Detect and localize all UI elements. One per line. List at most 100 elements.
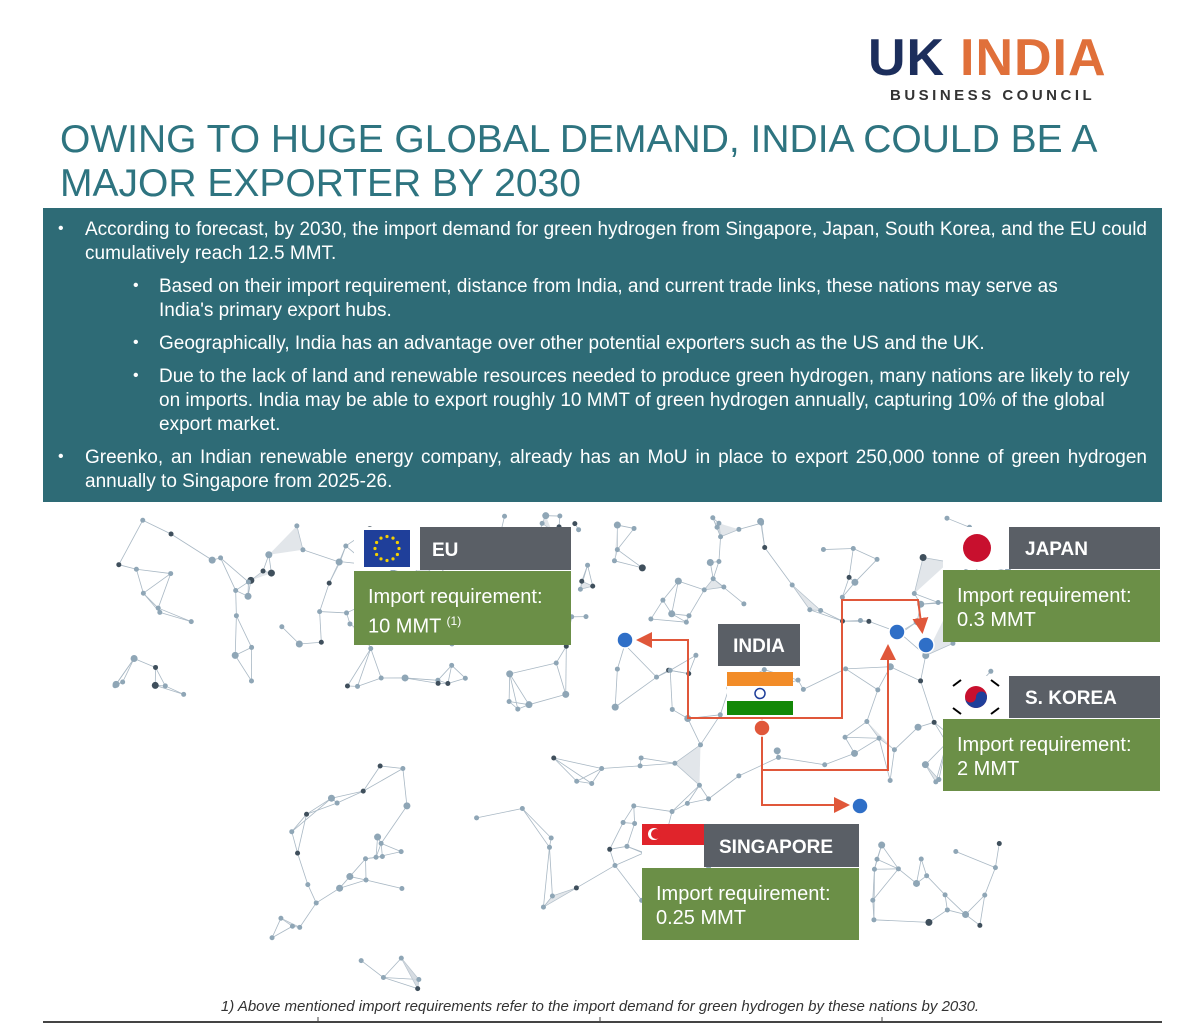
network-node: [289, 923, 295, 929]
network-link: [437, 665, 452, 681]
network-link: [380, 765, 403, 769]
network-node: [120, 679, 126, 685]
network-link: [143, 592, 159, 609]
network-node: [130, 654, 138, 662]
network-link: [339, 879, 367, 889]
network-node: [620, 820, 626, 826]
requirement-value: 0.3 MMT: [957, 609, 1036, 631]
network-link: [159, 611, 192, 622]
network-link: [920, 680, 935, 723]
network-node: [140, 590, 146, 596]
sub-bullet-text: Geographically, India has an advantage o…: [159, 333, 985, 354]
network-node: [611, 558, 617, 564]
network-face: [925, 764, 939, 782]
network-node: [327, 794, 335, 802]
network-link: [576, 780, 592, 784]
network-link: [543, 847, 550, 908]
network-link: [854, 559, 878, 583]
network-link: [640, 762, 675, 767]
bullet: •: [58, 448, 64, 465]
network-node: [684, 800, 690, 806]
network-node: [977, 922, 983, 928]
network-node: [942, 892, 948, 898]
star: [395, 540, 399, 545]
network-link: [235, 581, 249, 591]
network-node: [168, 531, 174, 537]
network-node: [585, 562, 591, 568]
network-node: [260, 568, 266, 574]
network-face: [543, 887, 577, 908]
network-node: [334, 800, 340, 806]
network-link: [347, 648, 372, 687]
network-link: [848, 548, 854, 578]
network-link: [339, 545, 347, 562]
network-node: [614, 547, 620, 553]
network-node: [380, 975, 386, 981]
network-node: [850, 546, 856, 552]
network-link: [476, 808, 523, 819]
network-link: [291, 797, 332, 833]
title: OWING TO HUGE GLOBAL DEMAND, INDIA COULD…: [60, 118, 1096, 205]
network-link: [157, 573, 172, 609]
network-link: [738, 757, 779, 777]
network-link: [297, 852, 309, 885]
network-node: [716, 520, 722, 526]
network-node: [168, 571, 174, 577]
network-node: [244, 592, 252, 600]
star: [375, 552, 379, 557]
network-node: [761, 667, 767, 673]
network-node: [851, 578, 859, 586]
network-node: [674, 577, 682, 585]
network-link: [920, 655, 927, 682]
network-link: [220, 557, 249, 583]
network-link: [845, 668, 879, 691]
network-link: [133, 658, 156, 668]
network-link: [687, 718, 701, 746]
network-link: [375, 851, 402, 858]
network-node: [911, 590, 917, 596]
requirement-label: Import requirement:: [656, 883, 831, 905]
network-link: [291, 813, 307, 832]
network-link: [995, 843, 1000, 868]
network-node: [818, 608, 824, 614]
network-link: [155, 667, 166, 687]
network-node: [378, 840, 384, 846]
network-node: [950, 640, 956, 646]
network-node: [343, 543, 349, 549]
network-node: [563, 643, 569, 649]
network-node: [337, 559, 343, 565]
network-node: [553, 660, 559, 666]
network-link: [841, 577, 850, 598]
network-node: [546, 844, 552, 850]
network-link: [633, 805, 673, 812]
network-link: [845, 666, 891, 670]
requirement-label: Import requirement:: [957, 585, 1132, 607]
network-node: [289, 829, 295, 835]
bullet: •: [133, 334, 139, 351]
network-link: [946, 517, 970, 528]
network-node: [358, 958, 364, 964]
network-node: [346, 873, 354, 881]
singapore-flag: [642, 824, 704, 867]
network-node: [573, 885, 579, 891]
network-node: [935, 600, 941, 606]
network-link: [700, 714, 721, 746]
network-link: [307, 884, 317, 904]
network-node: [574, 778, 580, 784]
network-link: [626, 845, 645, 854]
network-link: [687, 798, 709, 804]
network-node: [870, 897, 876, 903]
network-link: [699, 785, 709, 800]
star: [385, 558, 389, 563]
network-node: [374, 833, 382, 841]
card-body: Import requirement: 10 MMT (1): [354, 571, 571, 645]
network-node: [318, 639, 324, 645]
network-link: [234, 655, 252, 682]
network-node: [839, 594, 845, 600]
network-link: [928, 909, 948, 923]
network-link: [363, 768, 404, 792]
star: [391, 536, 395, 540]
network-link: [955, 851, 996, 868]
star: [385, 534, 389, 539]
network-link: [380, 805, 408, 844]
